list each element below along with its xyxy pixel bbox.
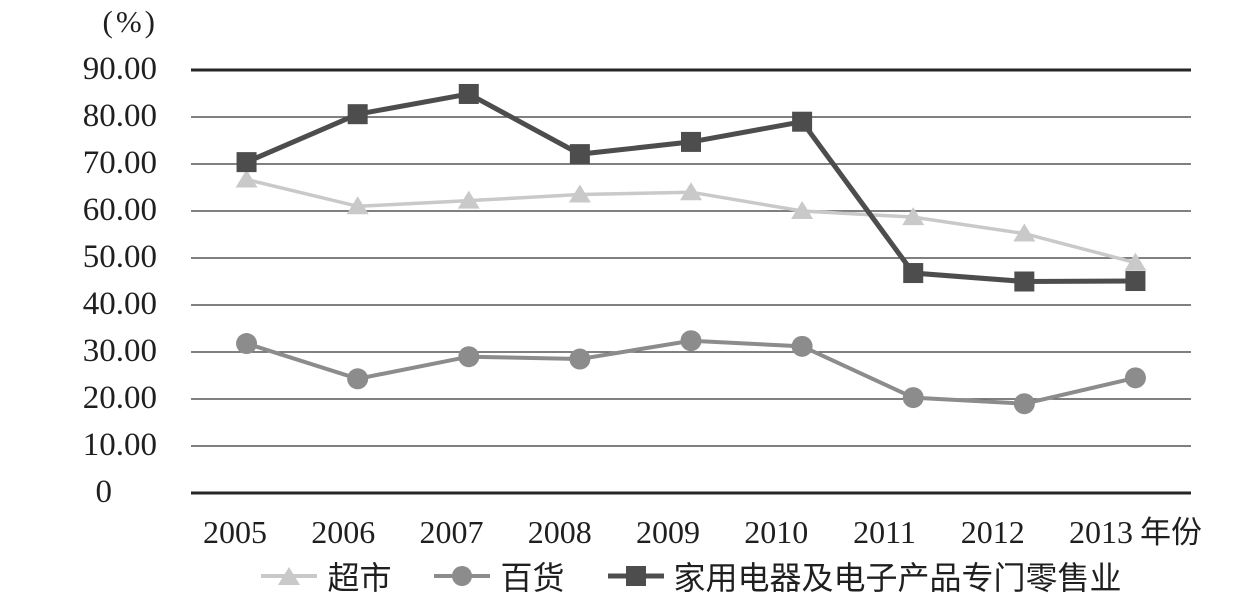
data-point-triangle	[902, 207, 925, 226]
triangle-marker-icon	[261, 567, 318, 585]
data-point-square	[681, 131, 701, 152]
legend-item-appliances-retail: 家用电器及电子产品专门零售业	[607, 553, 1122, 599]
data-point-square	[569, 144, 590, 165]
data-point-square	[792, 111, 813, 132]
data-point-circle	[1124, 367, 1146, 389]
y-tick-label: 40.00	[83, 286, 157, 322]
circle-marker-icon	[434, 566, 491, 586]
data-point-square	[458, 83, 479, 104]
legend: 超市 百货 家用电器及电子产品专门零售业	[191, 551, 1191, 601]
x-axis-unit-label: 年份	[1140, 515, 1202, 548]
legend-label-department-store: 百货	[500, 560, 565, 596]
data-point-square	[347, 104, 368, 125]
data-point-square	[236, 152, 257, 173]
data-point-circle	[569, 348, 591, 370]
y-tick-label: 0	[96, 474, 113, 510]
y-tick-label: 20.00	[83, 380, 157, 416]
x-tick-label: 2009	[636, 514, 700, 548]
x-tick-label: 2006	[311, 514, 375, 548]
data-point-triangle	[791, 201, 814, 219]
y-tick-label: 10.00	[83, 427, 157, 463]
square-marker-icon	[607, 566, 664, 586]
y-axis-unit-label: (%)	[102, 4, 158, 39]
data-point-circle	[902, 387, 924, 409]
data-point-circle	[791, 335, 813, 357]
y-tick-label: 80.00	[83, 98, 157, 134]
x-tick-label: 2011	[853, 514, 916, 548]
data-point-triangle	[1013, 223, 1036, 242]
legend-item-supermarket: 超市	[260, 553, 391, 599]
x-tick-label: 2012	[961, 514, 1025, 548]
data-point-circle	[458, 346, 480, 368]
data-point-circle	[236, 333, 258, 355]
data-point-circle	[1013, 393, 1035, 415]
y-tick-label: 30.00	[83, 333, 157, 369]
x-tick-label: 2005	[203, 514, 267, 548]
data-point-circle	[680, 330, 702, 352]
data-point-circle	[347, 368, 369, 390]
y-tick-label: 50.00	[83, 239, 157, 275]
x-tick-label: 2007	[420, 514, 484, 548]
y-tick-label: 70.00	[83, 145, 157, 181]
y-tick-label: 90.00	[83, 51, 157, 87]
legend-label-appliances-retail: 家用电器及电子产品专门零售业	[673, 560, 1122, 596]
y-tick-label: 60.00	[83, 192, 157, 228]
data-point-triangle	[568, 184, 591, 203]
data-point-triangle	[680, 182, 702, 201]
data-point-square	[1125, 271, 1146, 292]
line-chart: 90.00 80.00 70.00 60.00 50.00 40.00 30.00 20.00…	[83, 51, 1202, 548]
legend-item-department-store: 百货	[433, 553, 565, 599]
data-point-triangle	[457, 190, 480, 209]
data-point-triangle	[235, 169, 258, 188]
data-point-triangle	[346, 196, 369, 215]
data-point-triangle	[1124, 252, 1147, 271]
x-tick-label: 2010	[744, 514, 808, 548]
x-tick-label: 2008	[528, 514, 592, 548]
legend-label-supermarket: 超市	[327, 560, 392, 596]
x-tick-label: 2013	[1069, 514, 1133, 548]
data-point-square	[1014, 271, 1035, 292]
data-point-square	[903, 263, 924, 284]
